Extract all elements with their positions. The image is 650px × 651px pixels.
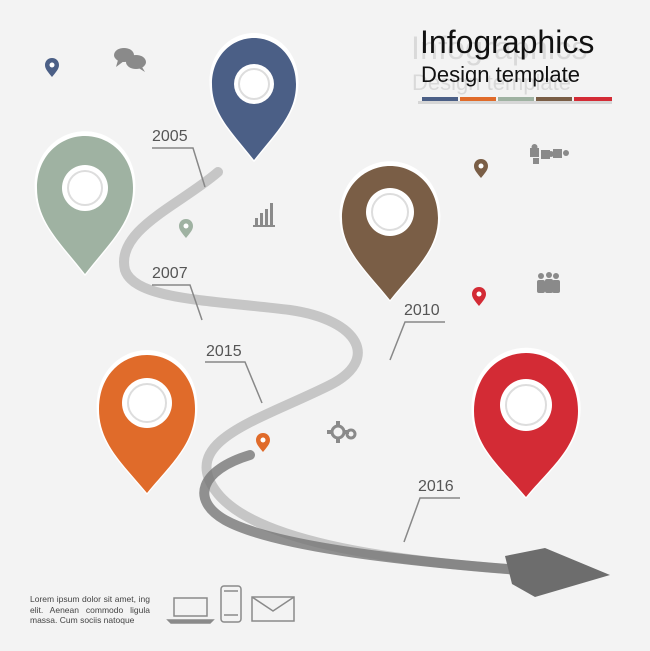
- timeline-road: [119, 167, 525, 575]
- pin-red: [471, 347, 581, 499]
- pin-blue: [209, 32, 299, 163]
- small-pin-icon: [256, 433, 270, 452]
- laptop-icon: [166, 597, 215, 624]
- year-label-2010: 2010: [404, 302, 440, 319]
- small-pin-icon: [472, 287, 486, 306]
- smartphone-icon: [220, 585, 242, 623]
- envelope-icon: [251, 596, 295, 622]
- title-shadow: Infographics: [411, 30, 588, 66]
- pin-sage: [34, 131, 136, 277]
- title-color-bars: [418, 97, 612, 104]
- bar-chart-icon: [253, 203, 275, 227]
- subtitle-shadow: Design template: [412, 70, 571, 95]
- pin-brown: [339, 161, 441, 302]
- timeline-road-shade: [199, 450, 525, 575]
- page-subtitle: Design template: [421, 62, 580, 87]
- footer-text: Lorem ipsum dolor sit amet, ing elit. Ae…: [30, 594, 150, 625]
- small-pin-icon: [45, 58, 59, 77]
- year-label-2005: 2005: [152, 128, 188, 145]
- year-label-2007: 2007: [152, 265, 188, 282]
- puzzle-icon: [530, 144, 569, 164]
- people-icon: [537, 272, 560, 293]
- page-title: Infographics: [420, 24, 595, 60]
- year-label-2016: 2016: [418, 478, 454, 495]
- small-pin-icon: [474, 159, 488, 178]
- small-pin-icon: [179, 219, 193, 238]
- gears-icon: [330, 424, 357, 440]
- year-label-2015: 2015: [206, 343, 242, 360]
- timeline-arrowhead: [505, 548, 610, 597]
- leader-lines: [152, 147, 460, 543]
- pin-orange: [96, 350, 198, 495]
- chat-bubbles-icon: [114, 48, 146, 72]
